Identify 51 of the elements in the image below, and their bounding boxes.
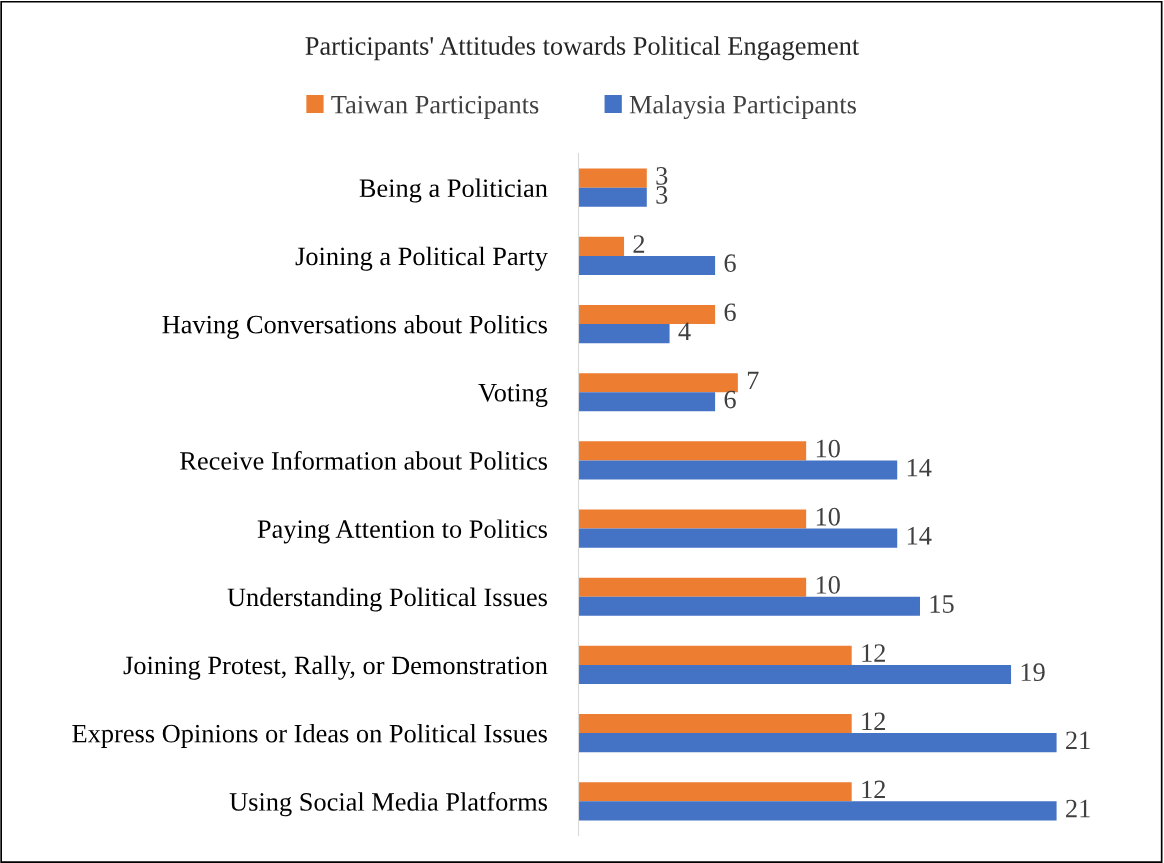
legend-label: Taiwan Participants	[331, 95, 539, 119]
bar	[578, 528, 898, 548]
y-tick-label: Voting	[478, 383, 548, 408]
bar	[578, 187, 647, 207]
bar	[578, 441, 807, 461]
bar	[578, 509, 807, 529]
data-label: 21	[1066, 731, 1090, 750]
data-label: 10	[816, 439, 840, 458]
bar	[578, 801, 1057, 821]
data-label: 2	[633, 235, 645, 253]
bar	[578, 460, 898, 480]
bar	[578, 596, 920, 616]
chart-title: Participants' Attitudes towards Political Engagement	[305, 36, 860, 61]
bar	[578, 714, 852, 734]
data-label: 12	[862, 780, 885, 799]
bar	[578, 324, 670, 344]
data-label: 6	[724, 390, 736, 409]
bar	[578, 392, 716, 412]
data-label: 10	[816, 507, 840, 526]
y-tick-label: Paying Attention to Politics	[257, 519, 547, 544]
data-label: 3	[656, 167, 668, 185]
data-label: 10	[816, 576, 840, 594]
data-label: 21	[1066, 799, 1090, 818]
data-label: 15	[930, 595, 954, 613]
data-label: 14	[907, 458, 932, 477]
data-label: 6	[724, 254, 736, 273]
y-tick-label: Understanding Political Issues	[227, 587, 547, 612]
data-label: 14	[907, 527, 932, 545]
y-tick-label: Being a Politician	[359, 178, 548, 203]
bar	[578, 236, 625, 256]
y-tick-label: Joining Protest, Rally, or Demonstration	[123, 655, 548, 680]
bar	[578, 168, 647, 188]
data-label: 19	[1021, 663, 1045, 682]
bar	[578, 577, 807, 597]
y-tick-label: Receive Information about Politics	[180, 450, 547, 470]
bar	[578, 664, 1012, 685]
bar	[578, 733, 1057, 753]
data-label: 12	[862, 712, 885, 730]
bar	[578, 255, 716, 275]
data-label: 12	[862, 644, 885, 662]
y-tick-label: Having Conversations about Politics	[162, 314, 547, 339]
y-tick-label: Joining a Political Party	[295, 246, 548, 271]
bar	[578, 782, 852, 802]
data-label: 6	[724, 303, 736, 322]
data-label: 4	[678, 322, 691, 340]
data-label: 7	[747, 371, 759, 390]
legend-label: Malaysia Participants	[629, 95, 856, 120]
bar	[578, 645, 852, 665]
y-tick-label: Using Social Media Platforms	[229, 792, 547, 817]
data-label: 3	[656, 186, 668, 204]
y-tick-label: Express Opinions or Ideas on Political Issues	[72, 723, 547, 748]
